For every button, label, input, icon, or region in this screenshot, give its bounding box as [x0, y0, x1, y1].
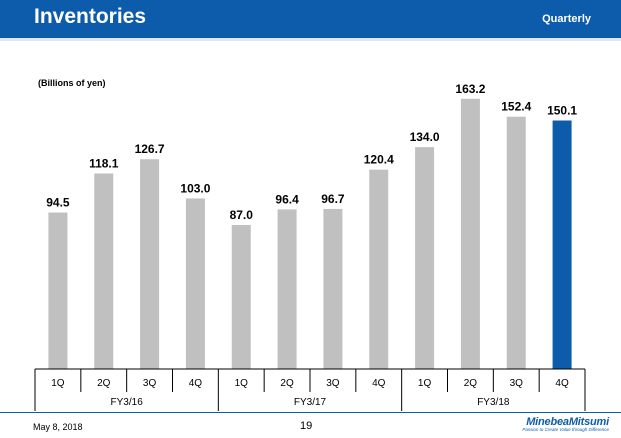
x-tick-label: 1Q [51, 378, 65, 389]
data-label: 96.7 [321, 192, 345, 206]
data-label: 103.0 [180, 181, 210, 195]
data-label: 126.7 [135, 142, 165, 156]
data-label: 150.1 [547, 104, 577, 118]
x-tick-label: 4Q [555, 378, 569, 389]
x-tick-label: 2Q [97, 378, 111, 389]
bar [277, 209, 297, 369]
data-label: 152.4 [501, 100, 531, 114]
bar [94, 173, 114, 369]
x-tick-label: 2Q [464, 378, 478, 389]
data-label: 134.0 [410, 130, 440, 144]
x-tick-label: 3Q [143, 378, 157, 389]
bar [460, 98, 480, 370]
bar [185, 198, 205, 369]
page-number: 19 [300, 420, 313, 432]
data-label: 96.4 [275, 192, 299, 206]
logo-tagline: Passion to Create Value through Differen… [522, 427, 609, 432]
unit-label: (Billions of yen) [38, 78, 106, 88]
bar [231, 224, 251, 369]
x-tick-label: 1Q [418, 378, 432, 389]
bar [415, 147, 435, 369]
data-label: 120.4 [364, 153, 394, 167]
header-bar: Inventories Quarterly [0, 0, 621, 38]
period-label: Quarterly [542, 13, 591, 25]
page-title: Inventories [34, 5, 147, 28]
x-tick-label: 4Q [372, 378, 386, 389]
x-tick-label: 3Q [326, 378, 340, 389]
x-tick-label: 4Q [189, 378, 203, 389]
data-label: 163.2 [455, 82, 485, 96]
footer-date: May 8, 2018 [33, 422, 83, 432]
company-logo: MinebeaMitsumi Passion to Create Value t… [522, 416, 609, 432]
x-tick-label: 2Q [280, 378, 294, 389]
group-label: FY3/17 [294, 397, 327, 408]
data-label: 118.1 [89, 156, 119, 170]
bar [506, 116, 526, 370]
x-tick-label: 1Q [235, 378, 249, 389]
bar [140, 159, 160, 369]
bar [552, 120, 572, 369]
header-divider [0, 38, 621, 41]
group-label: FY3/16 [111, 397, 144, 408]
logo-wordmark: MinebeaMitsumi [526, 416, 609, 428]
footer-divider [0, 412, 621, 413]
bar [323, 208, 343, 369]
data-label: 87.0 [230, 208, 254, 222]
bar [369, 169, 389, 369]
data-label: 94.5 [46, 196, 70, 210]
x-tick-label: 3Q [510, 378, 524, 389]
bar [48, 212, 68, 369]
group-label: FY3/18 [477, 397, 510, 408]
